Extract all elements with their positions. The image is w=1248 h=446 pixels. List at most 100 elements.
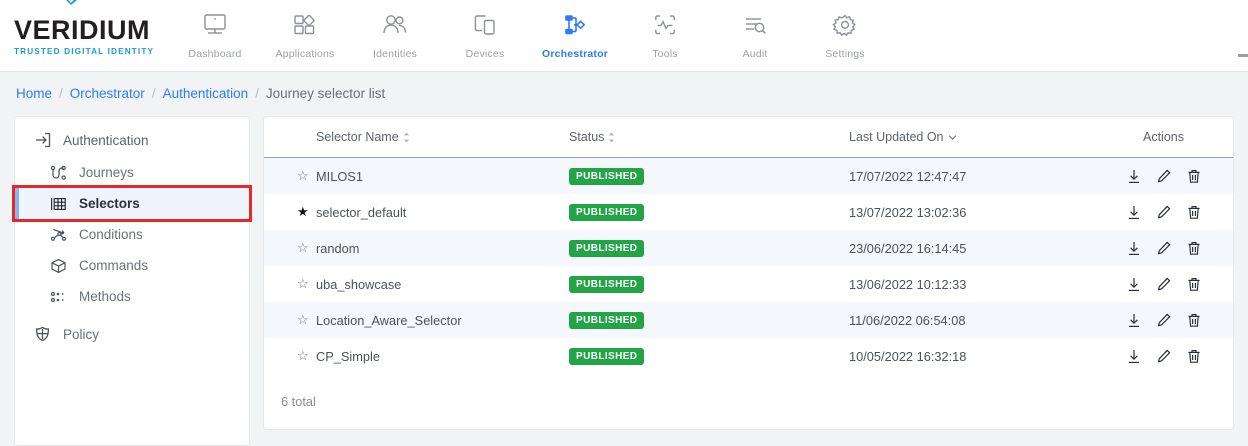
- table-row[interactable]: ☆ MILOS1 PUBLISHED 17/07/2022 12:47:47: [264, 158, 1233, 194]
- nav-item-applications[interactable]: Applications: [260, 9, 350, 60]
- table-row[interactable]: ☆ Location_Aware_Selector PUBLISHED 11/0…: [264, 302, 1233, 338]
- pulse-box-icon: [652, 9, 678, 41]
- trash-delete-icon[interactable]: [1187, 313, 1201, 328]
- status-badge: PUBLISHED: [569, 167, 645, 185]
- breadcrumb-item-orchestrator[interactable]: Orchestrator: [69, 86, 145, 101]
- trash-delete-icon[interactable]: [1187, 169, 1201, 184]
- sidebar-item-journeys[interactable]: Journeys: [15, 157, 249, 188]
- user-menu-indicator[interactable]: [1238, 54, 1248, 57]
- nav-item-tools[interactable]: Tools: [620, 9, 710, 60]
- nav-item-orchestrator[interactable]: Orchestrator: [530, 9, 620, 60]
- trash-delete-icon[interactable]: [1187, 205, 1201, 220]
- pencil-edit-icon[interactable]: [1157, 313, 1171, 328]
- nav-item-dashboard[interactable]: Dashboard: [170, 9, 260, 60]
- sidebar-header-authentication[interactable]: Authentication: [15, 117, 249, 148]
- sidebar-item-label: Conditions: [79, 227, 143, 242]
- breadcrumb-separator: /: [151, 86, 156, 101]
- cell-status: PUBLISHED: [569, 275, 849, 293]
- cell-selector-name: Location_Aware_Selector: [316, 312, 462, 328]
- table-row[interactable]: ☆ CP_Simple PUBLISHED 10/05/2022 16:32:1…: [264, 338, 1233, 374]
- table-row[interactable]: ☆ random PUBLISHED 23/06/2022 16:14:45: [264, 230, 1233, 266]
- gear-icon: [832, 9, 858, 41]
- favorite-star-icon[interactable]: ☆: [297, 348, 309, 363]
- brand-name: VERIDIUM: [14, 15, 151, 45]
- download-icon[interactable]: [1127, 205, 1141, 220]
- sidebar-item-label: Commands: [79, 258, 149, 273]
- check-icon: [66, 0, 78, 5]
- chevron-down-icon: [948, 134, 956, 140]
- cell-last-updated: 23/06/2022 16:14:45: [849, 240, 967, 256]
- sidebar-item-methods[interactable]: Methods: [15, 281, 249, 312]
- cell-status: PUBLISHED: [569, 239, 849, 257]
- table-body: ☆ MILOS1 PUBLISHED 17/07/2022 12:47:47 ★…: [264, 158, 1233, 374]
- trash-delete-icon[interactable]: [1187, 277, 1201, 292]
- favorite-star-icon[interactable]: ★: [297, 204, 309, 219]
- breadcrumb-item-home[interactable]: Home: [16, 86, 53, 101]
- breadcrumb: Home / Orchestrator / Authentication / J…: [16, 86, 385, 101]
- row-actions: [1094, 349, 1233, 364]
- cell-status: PUBLISHED: [569, 311, 849, 329]
- brand-tagline: TRUSTED DIGITAL IDENTITY: [14, 47, 155, 56]
- cell-selector-name: CP_Simple: [316, 348, 381, 364]
- status-badge: PUBLISHED: [569, 347, 645, 365]
- pencil-edit-icon[interactable]: [1157, 241, 1171, 256]
- pencil-edit-icon[interactable]: [1157, 169, 1171, 184]
- favorite-star-icon[interactable]: ☆: [297, 276, 309, 291]
- column-label: Actions: [1143, 130, 1184, 144]
- status-badge: PUBLISHED: [569, 275, 645, 293]
- nav-item-devices[interactable]: Devices: [440, 9, 530, 60]
- column-label: Status: [569, 130, 605, 144]
- column-header-selector-name[interactable]: Selector Name: [264, 130, 569, 144]
- orchestrator-icon: [562, 9, 588, 41]
- row-actions: [1094, 169, 1233, 184]
- table-row[interactable]: ☆ uba_showcase PUBLISHED 13/06/2022 10:1…: [264, 266, 1233, 302]
- download-icon[interactable]: [1127, 169, 1141, 184]
- sidebar-item-conditions[interactable]: Conditions: [15, 219, 249, 250]
- cell-status: PUBLISHED: [569, 203, 849, 221]
- cell-selector-name: random: [316, 240, 360, 256]
- pencil-edit-icon[interactable]: [1157, 349, 1171, 364]
- sidebar-item-label: Selectors: [79, 196, 140, 211]
- cell-last-updated: 17/07/2022 12:47:47: [849, 168, 967, 184]
- column-header-status[interactable]: Status: [569, 130, 849, 144]
- nav-item-identities[interactable]: Identities: [350, 9, 440, 60]
- breadcrumb-separator: /: [59, 86, 63, 101]
- brand-logo[interactable]: VERIDIUM TRUSTED DIGITAL IDENTITY: [0, 0, 170, 56]
- login-arrow-icon: [33, 132, 52, 148]
- download-icon[interactable]: [1127, 277, 1141, 292]
- sidebar-item-policy[interactable]: Policy: [15, 312, 249, 342]
- column-header-last-updated-on[interactable]: Last Updated On: [849, 130, 1094, 144]
- sidebar-header-label: Authentication: [63, 132, 149, 148]
- apps-grid-icon: [292, 9, 318, 41]
- table-row[interactable]: ★ selector_default PUBLISHED 13/07/2022 …: [264, 194, 1233, 230]
- sidebar-item-commands[interactable]: Commands: [15, 250, 249, 281]
- sidebar-item-selectors[interactable]: Selectors: [12, 185, 252, 222]
- pencil-edit-icon[interactable]: [1157, 205, 1171, 220]
- cell-selector-name: MILOS1: [316, 168, 363, 184]
- favorite-star-icon[interactable]: ☆: [297, 168, 309, 183]
- sort-updown-icon: [403, 132, 409, 142]
- trash-delete-icon[interactable]: [1187, 349, 1201, 364]
- cell-selector-name: selector_default: [316, 204, 407, 220]
- branch-icon: [49, 227, 68, 243]
- pencil-edit-icon[interactable]: [1157, 277, 1171, 292]
- download-icon[interactable]: [1127, 349, 1141, 364]
- nav-item-settings[interactable]: Settings: [800, 9, 890, 60]
- trash-delete-icon[interactable]: [1187, 241, 1201, 256]
- breadcrumb-item-authentication[interactable]: Authentication: [162, 86, 249, 101]
- download-icon[interactable]: [1127, 313, 1141, 328]
- nav-item-audit[interactable]: Audit: [710, 9, 800, 60]
- row-actions: [1094, 313, 1233, 328]
- row-actions: [1094, 241, 1233, 256]
- favorite-star-icon[interactable]: ☆: [297, 240, 309, 255]
- cell-status: PUBLISHED: [569, 167, 849, 185]
- users-icon: [381, 9, 409, 41]
- download-icon[interactable]: [1127, 241, 1141, 256]
- column-label: Last Updated On: [849, 130, 944, 144]
- favorite-star-icon[interactable]: ☆: [297, 312, 309, 327]
- nav-label: Devices: [465, 48, 505, 60]
- sidebar-items: Journeys Selectors: [12, 157, 252, 312]
- cell-last-updated: 10/05/2022 16:32:18: [849, 348, 967, 364]
- nav-label: Applications: [275, 48, 335, 60]
- devices-icon: [472, 9, 498, 41]
